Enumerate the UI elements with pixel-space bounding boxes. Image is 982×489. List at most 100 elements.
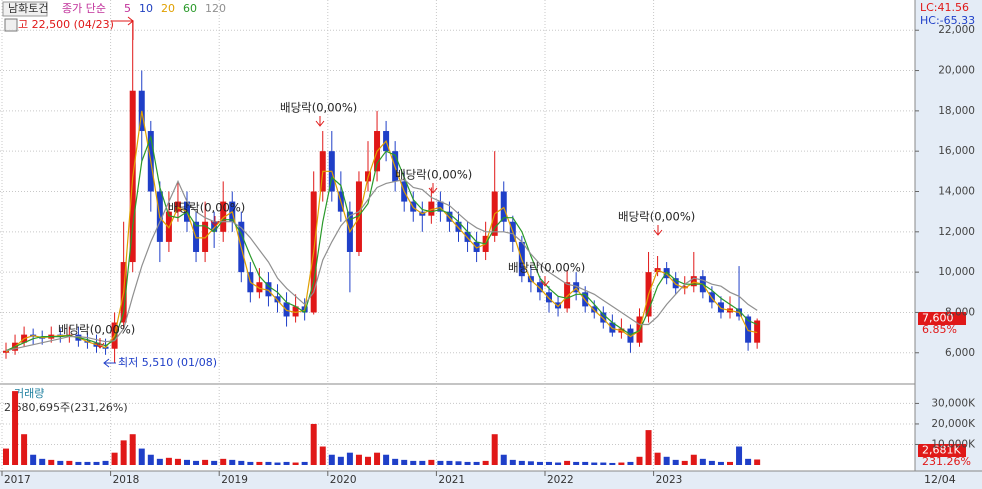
volume-bar (229, 459, 236, 465)
volume-bar (337, 456, 344, 465)
volume-bar (220, 458, 227, 465)
change-label: 6.85% (922, 323, 957, 336)
candle-body (256, 282, 263, 293)
volume-bar (129, 434, 136, 465)
volume-bar (12, 391, 19, 465)
volume-bar (582, 461, 589, 465)
candle-body (174, 201, 181, 212)
x-end-label: 12/04 (924, 473, 956, 486)
high-label: 고 22,500 (04/23) (18, 18, 114, 31)
volume-bar (455, 461, 462, 465)
volume-bar (392, 458, 399, 465)
candle-body (546, 292, 552, 303)
y-tick-label: 14,000 (938, 186, 975, 198)
low-label: 최저 5,510 (01/08) (118, 356, 217, 369)
candle-body (690, 276, 697, 287)
candle-body (220, 201, 227, 232)
y-tick-label: 20,000K (931, 418, 976, 430)
volume-bar (672, 459, 679, 465)
candle-body (536, 282, 543, 293)
volume-bar (165, 457, 172, 465)
legend-item: 20 (161, 2, 175, 15)
volume-bar (111, 452, 118, 465)
volume-bar (84, 461, 91, 465)
volume-bar (573, 461, 580, 465)
candle-body (473, 241, 480, 252)
candle-body (754, 320, 761, 343)
last-volume-label: 2,681K (922, 444, 961, 457)
candle-body (627, 328, 634, 343)
y-tick-label: 18,000 (938, 105, 975, 117)
volume-bar (500, 454, 507, 465)
volume-bar (482, 460, 489, 465)
volume-bar (319, 446, 326, 465)
dividend-label: 배당락(0,00%) (168, 201, 245, 215)
volume-bar (464, 461, 471, 465)
right-axis-panel (915, 0, 982, 489)
y-tick-label: 8,000 (945, 306, 975, 318)
volume-change-label: 231.26% (922, 455, 971, 468)
volume-bar (48, 459, 55, 465)
last-price-label: 7,600 (922, 312, 954, 325)
y-tick-label: 20,000 (938, 65, 975, 77)
volume-bar (21, 434, 28, 465)
volume-bar (328, 454, 335, 465)
volume-bar (57, 460, 64, 465)
candle-body (437, 201, 444, 212)
candle-body (446, 211, 453, 222)
candle-body (582, 292, 589, 307)
volume-bar (727, 461, 733, 465)
volume-bar (437, 460, 444, 465)
volume-bar (274, 462, 281, 465)
calendar-icon[interactable] (4, 18, 18, 32)
volume-bar (536, 461, 543, 465)
high-arrow (112, 16, 134, 40)
volume-bar (30, 454, 37, 465)
volume-bar (401, 459, 408, 465)
volume-bar (591, 462, 598, 465)
volume-bar (211, 460, 218, 465)
candle-body (500, 191, 507, 222)
volume-bar (202, 459, 209, 465)
candle-body (717, 302, 724, 313)
moving-average (5, 134, 758, 352)
volume-bar (708, 460, 715, 465)
moving-average (5, 178, 758, 352)
volume-bar (681, 460, 688, 465)
candle-body (591, 306, 598, 313)
candle-body (609, 322, 616, 333)
dividend-arrow (540, 276, 550, 287)
candle-body (600, 312, 607, 323)
volume-bar (699, 458, 706, 465)
volume-subtitle: 2,680,695주(231,26%) (4, 401, 128, 414)
candle-body (455, 221, 462, 232)
x-axis-panel (0, 471, 982, 489)
x-tick-label: 2021 (438, 474, 465, 486)
y-tick-label: 16,000 (938, 145, 975, 157)
dividend-arrow (653, 225, 663, 236)
volume-bar (663, 456, 670, 465)
volume-bar (292, 462, 299, 465)
candle-body (202, 221, 209, 252)
lc-label: LC:41.56 (920, 1, 969, 14)
volume-bar (636, 456, 643, 465)
volume-bar (39, 458, 46, 465)
volume-bar (754, 459, 761, 465)
volume-bar (518, 460, 525, 465)
volume-bar (346, 452, 353, 465)
volume-bar (120, 440, 127, 465)
volume-bar (717, 461, 724, 465)
dividend-arrow (210, 216, 220, 227)
volume-bar (745, 458, 752, 465)
volume-bar (355, 454, 362, 465)
volume-bar (410, 460, 417, 465)
title-box[interactable] (2, 1, 48, 17)
x-tick-label: 2022 (547, 474, 574, 486)
legend-item: 5 (124, 2, 131, 15)
volume-bar (546, 461, 552, 465)
volume-bar (365, 456, 371, 465)
volume-bar (428, 459, 435, 465)
dividend-label: 배당락(0,00%) (618, 210, 695, 224)
